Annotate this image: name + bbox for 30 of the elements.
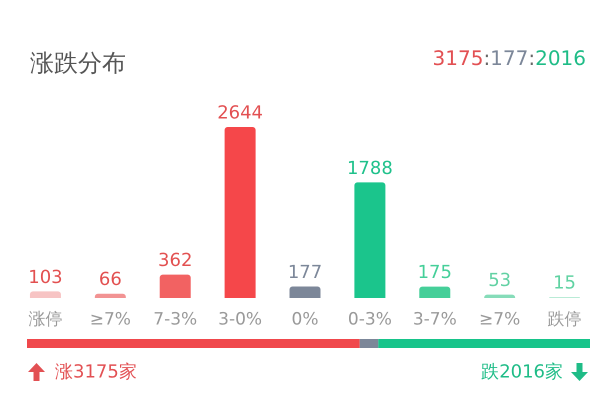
data-label: 66 <box>98 269 122 290</box>
bar <box>484 294 516 298</box>
x-tick-label: 跌停 <box>548 310 582 330</box>
data-label: 175 <box>418 262 452 284</box>
data-label: 1788 <box>346 158 393 179</box>
bar <box>30 291 61 298</box>
chart-title: 涨跌分布 <box>30 49 126 77</box>
data-label: 362 <box>158 250 192 272</box>
data-label: 103 <box>28 266 63 288</box>
data-label: 53 <box>488 270 512 292</box>
x-tick-label: ≥7% <box>479 310 520 330</box>
bar <box>354 182 386 298</box>
bar <box>290 286 320 298</box>
text: 3175:177:2016 <box>432 46 586 70</box>
data-label: 177 <box>288 262 322 284</box>
data-label: 15 <box>553 272 576 294</box>
x-tick-label: 涨停 <box>28 310 62 330</box>
x-tick-label: 3-7% <box>412 310 457 330</box>
x-tick-label: 7-3% <box>153 310 198 330</box>
bar <box>224 127 256 298</box>
x-tick-label: ≥7% <box>90 310 131 330</box>
bar <box>94 294 126 298</box>
text: 跌2016家 <box>481 362 564 382</box>
data-label: 2644 <box>217 102 264 124</box>
x-tick-label: 0% <box>292 310 318 330</box>
bar <box>160 274 191 298</box>
bar <box>419 286 450 298</box>
x-tick-label: 3-0% <box>218 310 262 330</box>
text: 涨3175家 <box>55 362 137 382</box>
x-tick-label: 0-3% <box>348 310 392 330</box>
